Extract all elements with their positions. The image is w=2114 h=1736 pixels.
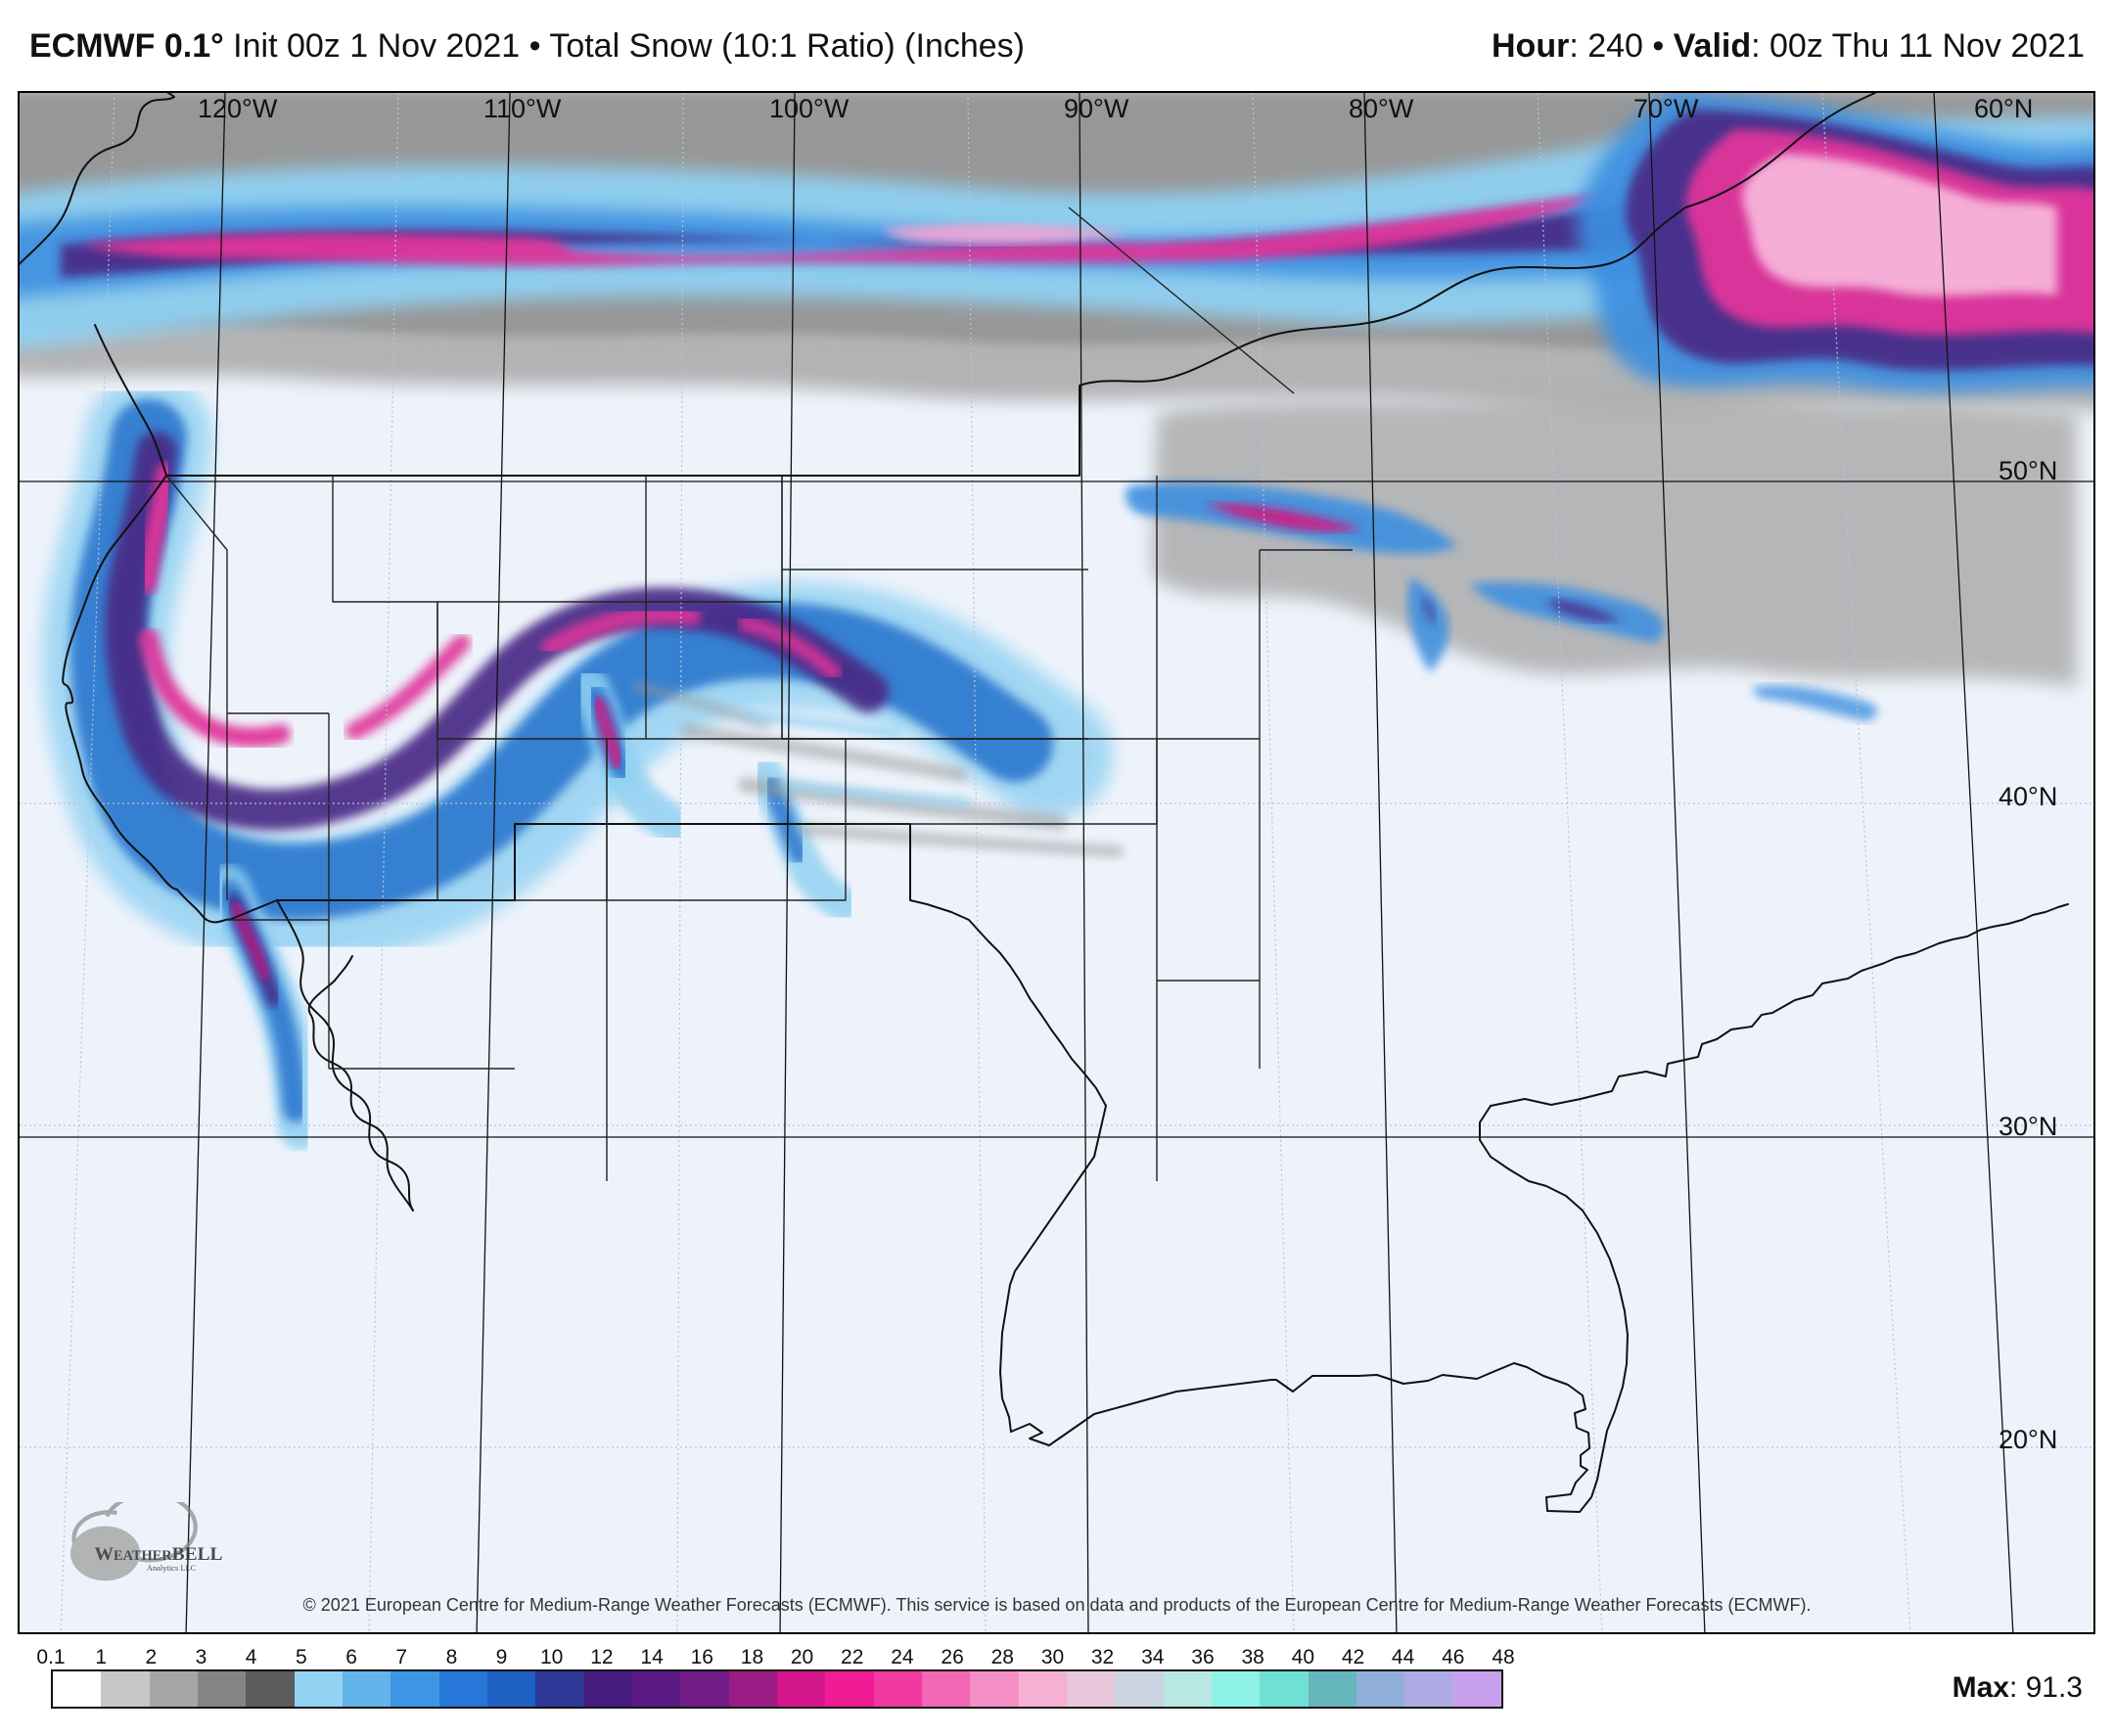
svg-text:90°W: 90°W (1064, 94, 1129, 123)
svg-text:50°N: 50°N (1999, 456, 2057, 485)
svg-text:40°N: 40°N (1999, 782, 2057, 811)
svg-text:60°N: 60°N (1974, 94, 2033, 123)
svg-text:80°W: 80°W (1349, 94, 1414, 123)
svg-text:20°N: 20°N (1999, 1425, 2057, 1454)
svg-text:Analytics LLC: Analytics LLC (147, 1563, 197, 1573)
svg-text:100°W: 100°W (769, 94, 850, 123)
svg-text:110°W: 110°W (483, 94, 562, 123)
svg-text:120°W: 120°W (198, 94, 278, 123)
svg-text:70°W: 70°W (1633, 94, 1699, 123)
svg-text:30°N: 30°N (1999, 1112, 2057, 1141)
